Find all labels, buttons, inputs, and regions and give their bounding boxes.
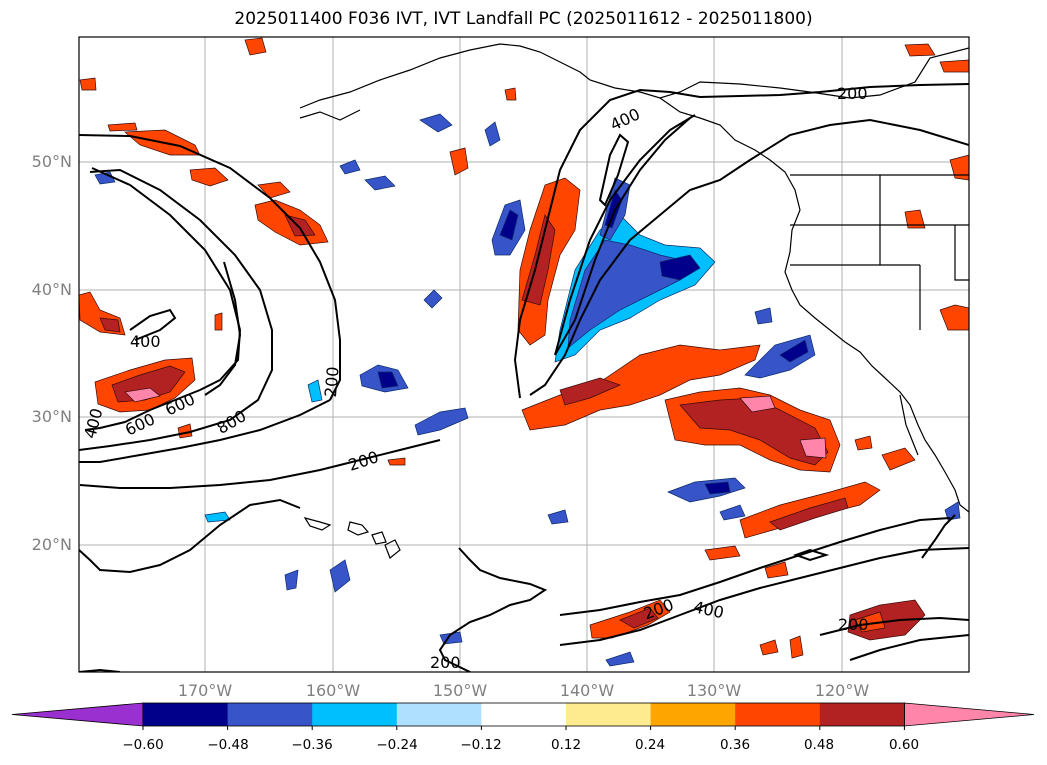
colorbar-segment xyxy=(227,703,313,726)
colorbar-segment xyxy=(396,703,482,726)
gridlines xyxy=(79,37,969,672)
lon-label-130w: 130°W xyxy=(686,681,742,700)
contour-label: 200 xyxy=(430,653,461,672)
colorbar-tick: 0.12 xyxy=(550,737,582,753)
colorbar-tick: −0.60 xyxy=(122,737,164,753)
colorbar-tick: 0.36 xyxy=(719,737,751,753)
plot-frame xyxy=(78,36,970,673)
positive-ivt-patches xyxy=(79,37,969,659)
colorbar-segment xyxy=(566,703,652,726)
colorbar-segment xyxy=(650,703,736,726)
contour-label: 200 xyxy=(837,84,868,103)
colorbar-segment xyxy=(481,703,567,726)
contour-label: 400 xyxy=(607,104,643,134)
colorbar-segment xyxy=(143,703,229,726)
hawaiian-islands xyxy=(303,517,447,672)
colorbar-extend-right xyxy=(904,702,1035,727)
colorbar-segment xyxy=(735,703,821,726)
contour-label: 200 xyxy=(838,615,869,634)
map-layers: 400 200 400 600 800 400 200 600 200 200 … xyxy=(79,37,969,672)
contour-label: 200 xyxy=(346,447,381,475)
lat-label-40n: 40°N xyxy=(31,280,72,299)
contour-label: 400 xyxy=(692,597,726,622)
colorbar-frame xyxy=(142,702,905,727)
colorbar xyxy=(11,702,1035,730)
contour-label: 600 xyxy=(122,409,158,439)
lat-label-50n: 50°N xyxy=(31,152,72,171)
lon-label-140w: 140°W xyxy=(559,681,615,700)
lon-label-160w: 160°W xyxy=(305,681,361,700)
coastlines xyxy=(299,43,969,513)
colorbar-extend-left xyxy=(11,702,144,727)
colorbar-segment xyxy=(819,703,905,726)
colorbar-tick: 0.24 xyxy=(634,737,666,753)
contour-label: 400 xyxy=(130,332,161,351)
colorbar-tick: −0.24 xyxy=(376,737,418,753)
colorbar-tick: −0.36 xyxy=(291,737,333,753)
lon-label-150w: 150°W xyxy=(432,681,488,700)
colorbar-tick: −0.12 xyxy=(460,737,502,753)
lat-label-20n: 20°N xyxy=(31,535,72,554)
map-title: 2025011400 F036 IVT, IVT Landfall PC (20… xyxy=(234,9,813,29)
lon-label-170w: 170°W xyxy=(177,681,233,700)
lat-label-30n: 30°N xyxy=(31,407,72,426)
contour-label: 200 xyxy=(321,366,343,398)
colorbar-segment xyxy=(312,703,398,726)
lon-label-120w: 120°W xyxy=(814,681,870,700)
colorbar-tick: 0.60 xyxy=(888,737,920,753)
contour-label: 400 xyxy=(80,406,106,440)
colorbar-tick: −0.48 xyxy=(207,737,249,753)
ivt-contours xyxy=(79,83,969,672)
colorbar-tick: 0.48 xyxy=(803,737,835,753)
